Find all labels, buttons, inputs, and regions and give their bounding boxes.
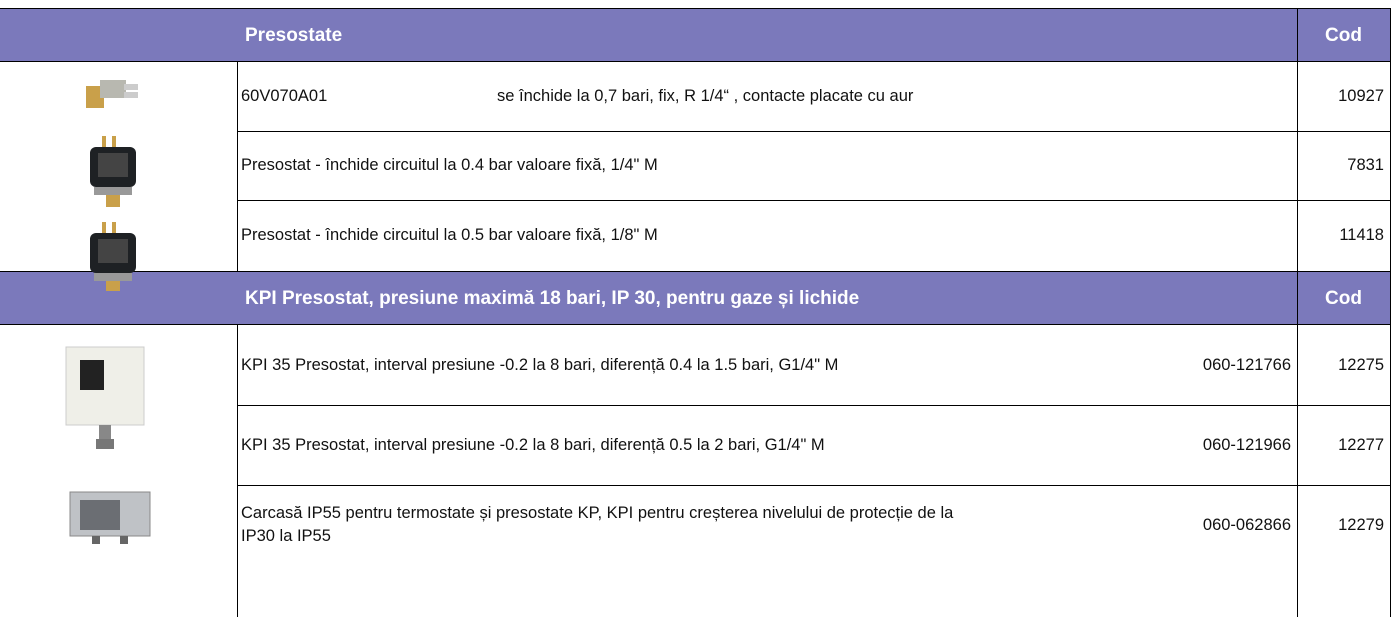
section-border — [1390, 9, 1391, 62]
description: Presostat - închide circuitul la 0.4 bar… — [241, 156, 658, 174]
cod: 11418 — [1339, 226, 1384, 244]
description: KPI 35 Presostat, interval presiune -0.2… — [241, 435, 825, 454]
code: 060-062866 — [1202, 515, 1291, 534]
top-border — [0, 8, 1391, 9]
row-border — [237, 405, 1391, 406]
pressure-switch-brass — [86, 80, 138, 108]
section-border — [1390, 272, 1391, 325]
column-border — [1390, 325, 1391, 617]
cod: 12277 — [1338, 435, 1384, 454]
kpi-switch — [65, 346, 145, 449]
description: se închide la 0,7 bari, fix, R 1/4“ , co… — [497, 87, 914, 105]
row-border — [0, 324, 1391, 325]
column-border — [1297, 62, 1298, 271]
cod-header: Cod — [1297, 9, 1390, 62]
pressure-switch-2 — [90, 222, 136, 291]
pressure-switch-1 — [90, 136, 136, 207]
code: 060-121966 — [1202, 435, 1291, 454]
cod: 12279 — [1338, 515, 1384, 534]
cod: 12275 — [1338, 355, 1384, 374]
description: Carcasă IP55 pentru termostate și presos… — [241, 504, 954, 545]
section-divider — [0, 271, 1391, 272]
divider — [1297, 9, 1298, 62]
row-border — [237, 131, 1391, 132]
cod: 10927 — [1338, 87, 1384, 105]
row-border — [237, 485, 1391, 486]
row-border — [237, 200, 1391, 201]
description: KPI 35 Presostat, interval presiune -0.2… — [241, 355, 839, 374]
cod-header: Cod — [1297, 272, 1390, 325]
divider — [1297, 272, 1298, 325]
row-border — [0, 61, 1391, 62]
code: 060-121766 — [1202, 355, 1291, 374]
column-border — [237, 325, 238, 617]
column-border — [1297, 325, 1298, 617]
section-header: KPI Presostat, presiune maximă 18 bari, … — [245, 272, 1297, 325]
column-border — [237, 62, 238, 271]
ip55-housing — [69, 491, 151, 544]
section-header: Presostate — [245, 9, 1297, 62]
product-images — [65, 80, 151, 544]
cod: 7831 — [1347, 156, 1384, 174]
model: 60V070A01 — [241, 87, 328, 105]
column-border — [1390, 62, 1391, 271]
description: Presostat - închide circuitul la 0.5 bar… — [241, 226, 658, 244]
